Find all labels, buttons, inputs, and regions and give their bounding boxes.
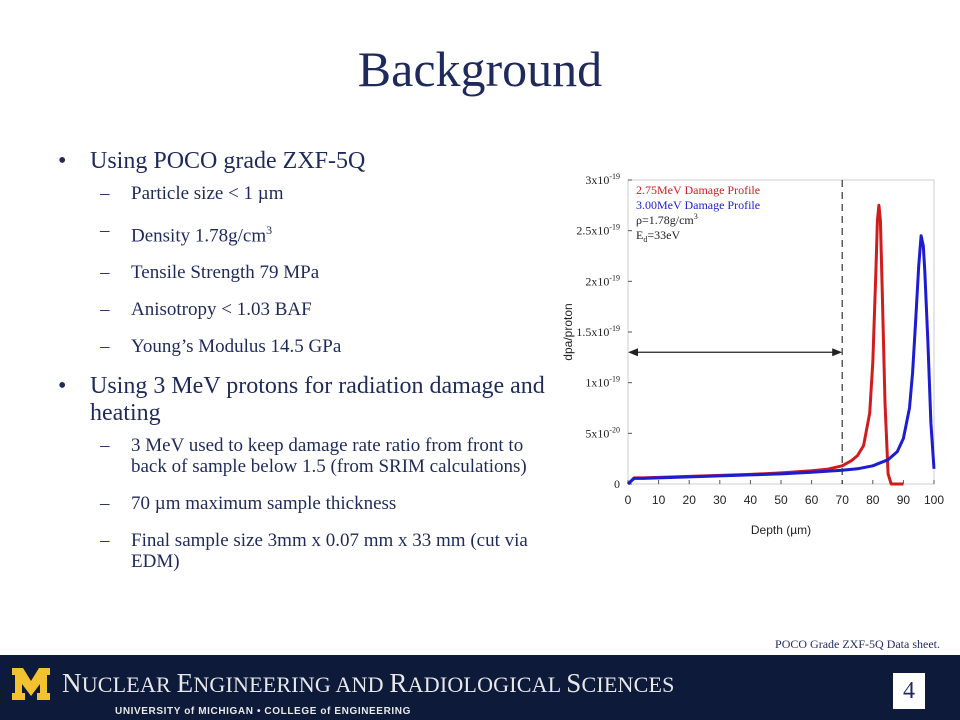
university-name: UNIVERSITY of MICHIGAN • COLLEGE of ENGI… bbox=[115, 706, 411, 717]
slide-title: Background bbox=[357, 41, 603, 97]
source-citation: POCO Grade ZXF-5Q Data sheet. bbox=[775, 637, 940, 651]
x-tick-label: 0 bbox=[625, 493, 632, 507]
sub-bullet-sample-size: – Final sample size 3mm x 0.07 mm x 33 mm… bbox=[58, 530, 558, 572]
sub-bullet-density: – Density 1.78g/cm3 bbox=[58, 220, 558, 246]
sub-bullet-text: Final sample size 3mm x 0.07 mm x 33 mm … bbox=[131, 530, 528, 573]
x-tick-label: 60 bbox=[805, 493, 819, 507]
y-tick-label: 5x10-20 bbox=[585, 425, 620, 440]
density-annotation: ρ=1.78g/cm3 bbox=[636, 212, 698, 227]
x-tick-label: 70 bbox=[836, 493, 850, 507]
y-axis-label: dpa/proton bbox=[561, 303, 575, 360]
damage-profile-chart: 0 10 20 30 40 50 60 70 80 90 100 0 5x10-20 1x10-19 1.5… bbox=[561, 172, 944, 537]
slide-content: • Using POCO grade ZXF-5Q – Particle size… bbox=[58, 148, 558, 588]
sub-bullet-tensile-strength: – Tensile Strength 79 MPa bbox=[58, 262, 558, 283]
x-tick-label: 30 bbox=[713, 493, 727, 507]
sub-bullet-text: Anisotropy < 1.03 BAF bbox=[131, 299, 312, 321]
dept-initial: N bbox=[62, 668, 82, 698]
sub-bullet-damage-rate: –3 MeV used to keep damage rate ratio fr… bbox=[58, 435, 558, 477]
dash-mark: – bbox=[100, 493, 110, 515]
dept-initial: E bbox=[176, 668, 194, 698]
bullet-dot: • bbox=[58, 148, 67, 174]
sub-bullet-particle-size: – Particle size < 1 µm bbox=[58, 183, 558, 204]
x-tick-label: 90 bbox=[897, 493, 911, 507]
series-layer bbox=[626, 203, 936, 486]
block-m-shape bbox=[12, 668, 50, 700]
sub-bullet-thickness: –70 µm maximum sample thickness bbox=[58, 493, 558, 514]
dash-mark: – bbox=[100, 262, 110, 284]
axis-ticks: 0 10 20 30 40 50 60 70 80 90 100 0 5x10-20 1x10-19 1.5… bbox=[576, 172, 944, 507]
sub-bullet-text: Young’s Modulus 14.5 GPa bbox=[131, 336, 342, 358]
arrow-right-head bbox=[832, 348, 843, 357]
bullet-protons: • Using 3 MeV protons for radiation dama… bbox=[58, 373, 558, 427]
arrow-left-head bbox=[628, 348, 638, 357]
x-tick-label: 80 bbox=[866, 493, 880, 507]
sub-bullet-text: Tensile Strength 79 MPa bbox=[131, 262, 320, 284]
legend: 2.75MeV Damage Profile 3.00MeV Damage Pr… bbox=[636, 183, 760, 244]
bullet-text: Using 3 MeV protons for radiation damage… bbox=[90, 373, 545, 427]
page-number: 4 bbox=[893, 673, 925, 709]
dept-initial: S bbox=[566, 668, 582, 698]
sub-bullet-text: 3 MeV used to keep damage rate ratio fro… bbox=[131, 435, 527, 478]
dash-mark: – bbox=[100, 530, 110, 552]
y-tick-label: 1x10-19 bbox=[585, 375, 620, 390]
y-tick-label: 1.5x10-19 bbox=[576, 324, 620, 339]
bullet-text: Using POCO grade ZXF-5Q bbox=[90, 148, 366, 174]
dept-word: CIENCES bbox=[581, 672, 675, 697]
x-tick-label: 100 bbox=[924, 493, 944, 507]
x-tick-label: 20 bbox=[683, 493, 697, 507]
sub-bullet-text: Particle size < 1 µm bbox=[131, 183, 284, 204]
footer-bar: NUCLEAR ENGINEERING AND RADIOLOGICAL SCI… bbox=[0, 655, 960, 720]
sub-bullet-text: Density 1.78g/cm bbox=[131, 225, 267, 247]
sub-bullet-anisotropy: – Anisotropy < 1.03 BAF bbox=[58, 299, 558, 320]
dept-word: NGINEERING AND bbox=[193, 672, 384, 697]
dept-initial: R bbox=[389, 668, 408, 698]
dash-mark: – bbox=[100, 299, 110, 321]
x-tick-label: 10 bbox=[652, 493, 666, 507]
y-tick-label: 2x10-19 bbox=[585, 273, 620, 288]
dash-mark: – bbox=[100, 183, 110, 204]
superscript: 3 bbox=[266, 223, 273, 237]
dept-word: ADIOLOGICAL bbox=[407, 672, 561, 697]
block-m-logo-icon bbox=[12, 668, 50, 700]
dash-mark: – bbox=[100, 220, 110, 241]
legend-entry-275mev: 2.75MeV Damage Profile bbox=[636, 183, 760, 197]
x-tick-label: 50 bbox=[774, 493, 788, 507]
y-tick-label: 3x10-19 bbox=[585, 172, 620, 187]
x-tick-label: 40 bbox=[744, 493, 758, 507]
legend-entry-300mev: 3.00MeV Damage Profile bbox=[636, 198, 760, 212]
dash-mark: – bbox=[100, 336, 110, 358]
y-tick-label: 2.5x10-19 bbox=[576, 223, 620, 238]
series-line-300mev bbox=[626, 234, 936, 486]
sub-bullet-youngs-modulus: – Young’s Modulus 14.5 GPa bbox=[58, 336, 558, 357]
bullet-material: • Using POCO grade ZXF-5Q bbox=[58, 148, 558, 175]
sub-bullet-text: 70 µm maximum sample thickness bbox=[131, 493, 397, 515]
dash-mark: – bbox=[100, 435, 110, 457]
department-name: NUCLEAR ENGINEERING AND RADIOLOGICAL SCI… bbox=[62, 668, 675, 699]
dept-word: UCLEAR bbox=[81, 672, 171, 697]
bullet-dot: • bbox=[58, 373, 67, 400]
x-axis-label: Depth (µm) bbox=[751, 523, 811, 537]
displacement-energy-annotation: Ed=33eV bbox=[636, 228, 680, 244]
y-tick-label: 0 bbox=[614, 477, 620, 491]
